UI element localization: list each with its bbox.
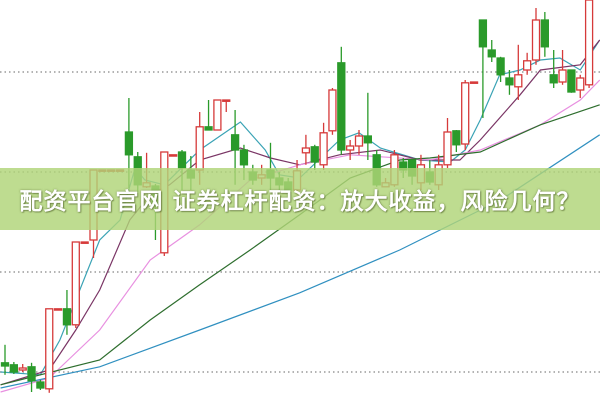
candle — [319, 122, 328, 170]
candle — [45, 308, 54, 393]
candle-body — [204, 126, 213, 131]
candle-body — [576, 77, 585, 91]
candle-body — [301, 147, 311, 154]
candle — [531, 8, 541, 65]
candle-body — [523, 60, 532, 71]
candle — [523, 52, 532, 75]
candle — [18, 364, 27, 372]
candle-body — [53, 308, 63, 311]
candle-body — [328, 89, 337, 132]
candle — [576, 74, 585, 98]
candle-body — [213, 99, 222, 131]
candle-body — [27, 366, 36, 382]
candle — [549, 50, 558, 88]
candle — [27, 362, 36, 392]
candle — [168, 154, 178, 157]
candle — [363, 92, 373, 160]
candle-body — [496, 57, 505, 76]
candle-body — [222, 99, 231, 102]
candle-body — [319, 132, 328, 166]
candle — [71, 241, 80, 328]
candle-body — [168, 154, 178, 157]
candle — [584, 0, 594, 88]
candle — [53, 308, 63, 311]
candle — [354, 130, 364, 155]
candle — [204, 100, 213, 131]
candle — [301, 134, 311, 165]
candle — [310, 144, 319, 170]
candle-body — [461, 82, 470, 145]
candle-body — [531, 19, 541, 61]
candle-body — [354, 135, 364, 147]
candle — [558, 50, 567, 85]
candle-body — [310, 146, 319, 163]
candle — [80, 241, 89, 244]
candle-body — [62, 308, 72, 326]
banner-title: 配资平台官网 证券杠杆配资：放大收益，风险几何？ — [19, 189, 581, 215]
candle-body — [363, 135, 373, 144]
candle — [496, 56, 505, 82]
candle-body — [71, 241, 80, 326]
candle — [514, 44, 523, 100]
candle-body — [584, 0, 594, 86]
title-banner: 配资平台官网 证券杠杆配资：放大收益，风险几何？ — [0, 168, 600, 230]
candle-body — [345, 145, 355, 151]
candle-body — [469, 81, 479, 84]
candle — [62, 290, 72, 335]
moving-average-line — [0, 39, 600, 386]
candle — [9, 362, 19, 374]
candle — [452, 130, 461, 152]
candle — [505, 70, 514, 95]
candle — [36, 380, 45, 390]
candle-body — [18, 367, 27, 371]
candle — [443, 118, 452, 168]
candle-body — [567, 69, 576, 93]
candle-body — [195, 126, 204, 171]
candle-body — [124, 131, 134, 156]
candle-body — [549, 74, 558, 84]
candle-body — [487, 49, 496, 58]
candle — [567, 69, 576, 93]
candle-body — [540, 19, 549, 48]
candle — [540, 12, 549, 57]
candle — [213, 99, 222, 131]
candle — [478, 19, 488, 118]
candle — [469, 81, 479, 84]
candle-body — [452, 130, 461, 146]
candle-body — [177, 151, 187, 169]
candle-body — [45, 308, 54, 390]
candle — [222, 99, 231, 112]
candle — [337, 46, 346, 155]
candle-body — [514, 74, 523, 88]
candle — [487, 40, 496, 62]
candle-body — [558, 69, 567, 83]
candle — [328, 88, 337, 135]
candle — [0, 344, 10, 375]
candle-body — [337, 62, 346, 151]
candle-body — [443, 131, 452, 166]
moving-average-line — [0, 104, 600, 386]
candle-body — [36, 381, 45, 389]
candle — [345, 140, 355, 160]
candle-body — [0, 362, 10, 367]
candle — [461, 80, 470, 150]
candle-body — [239, 149, 249, 166]
candle-body — [505, 77, 514, 86]
candle-body — [9, 364, 19, 373]
candle-body — [478, 19, 488, 48]
candle-body — [230, 134, 240, 151]
candle-body — [80, 241, 89, 244]
